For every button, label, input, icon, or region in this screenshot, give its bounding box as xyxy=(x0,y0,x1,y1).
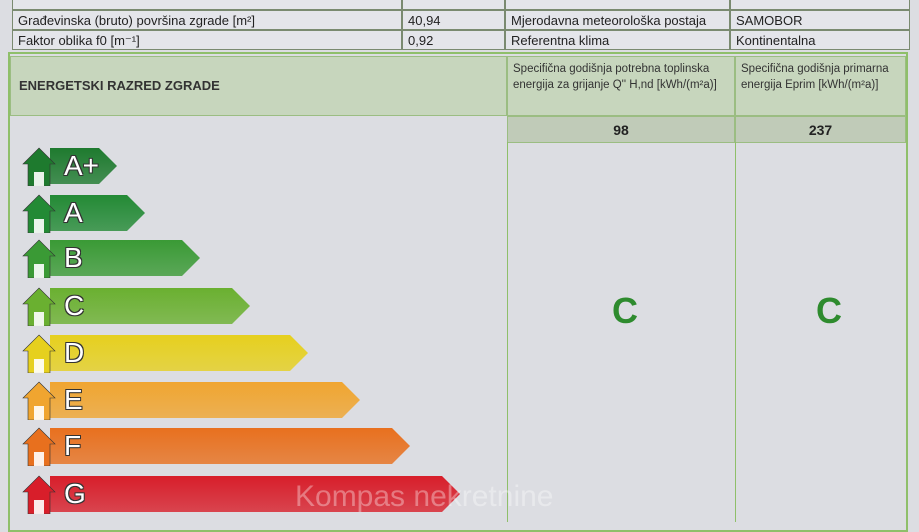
primary-energy-value: 237 xyxy=(735,116,906,143)
heating-energy-class: C xyxy=(612,290,638,331)
station-value: SAMOBOR xyxy=(730,10,910,30)
energy-bar-b xyxy=(50,240,200,276)
energy-class-label: F xyxy=(64,430,82,461)
area-label: Građevinska (bruto) površina zgrade [m²] xyxy=(12,10,402,30)
house-icon xyxy=(22,238,56,279)
station-label: Mjerodavna meteorološka postaja xyxy=(505,10,730,30)
house-icon xyxy=(22,146,56,187)
shape-factor-label: Faktor oblika f0 [m⁻¹] xyxy=(12,30,402,50)
climate-label: Referentna klima xyxy=(505,30,730,50)
climate-value: Kontinentalna xyxy=(730,30,910,50)
energy-class-label: A xyxy=(64,197,83,228)
energy-bar-d xyxy=(50,335,308,371)
primary-energy-header: Specifična godišnja primarna energija Ep… xyxy=(735,56,906,116)
house-icon xyxy=(22,474,56,515)
house-icon xyxy=(22,380,56,421)
primary-energy-class: C xyxy=(816,290,842,331)
house-icon xyxy=(22,426,56,467)
house-icon xyxy=(22,193,56,234)
heating-energy-value: 98 xyxy=(507,116,735,143)
cut-row xyxy=(505,0,730,10)
energy-title: ENERGETSKI RAZRED ZGRADE xyxy=(10,56,507,116)
energy-class-label: A+ xyxy=(64,150,100,181)
energy-class-label: B xyxy=(64,242,83,273)
heating-energy-header: Specifična godišnja potrebna toplinska e… xyxy=(507,56,735,116)
cut-row xyxy=(730,0,910,10)
watermark: Kompas nekretnine xyxy=(295,480,554,513)
column-divider xyxy=(507,142,508,522)
cut-row xyxy=(12,0,402,10)
energy-bar-f xyxy=(50,428,410,464)
energy-class-label: G xyxy=(64,478,86,509)
house-icon xyxy=(22,286,56,327)
energy-bar-g xyxy=(50,476,460,512)
column-divider xyxy=(735,142,736,522)
energy-bar-e xyxy=(50,382,360,418)
shape-factor-value: 0,92 xyxy=(402,30,505,50)
house-icon xyxy=(22,333,56,374)
energy-class-label: D xyxy=(64,337,85,368)
energy-class-label: E xyxy=(64,384,83,415)
energy-bar-c xyxy=(50,288,250,324)
cut-row xyxy=(402,0,505,10)
energy-class-label: C xyxy=(64,290,85,321)
area-value: 40,94 xyxy=(402,10,505,30)
energy-bar-a xyxy=(50,195,145,231)
